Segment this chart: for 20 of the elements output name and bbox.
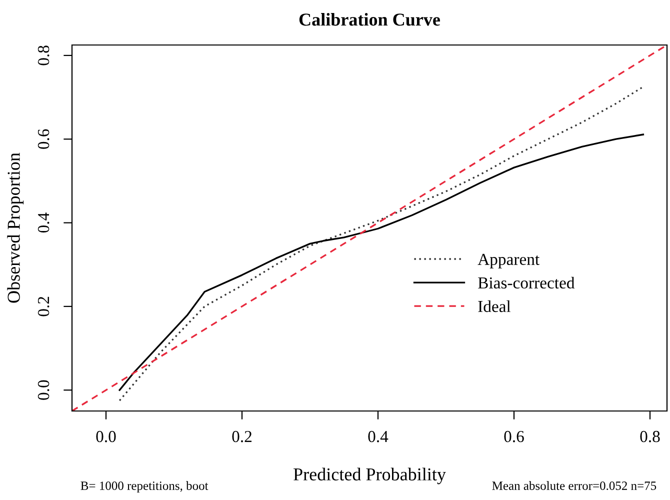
text: Mean absolute error=0.052 n=75 — [492, 481, 656, 490]
legend-label: Apparent — [478, 254, 540, 268]
y-axis-title: Observed Proportion — [7, 152, 24, 303]
y-tick-label: 0.8 — [38, 46, 50, 66]
y-tick-label: 0.6 — [38, 129, 50, 149]
line-series — [118, 86, 644, 402]
x-tick-label: 0.4 — [368, 430, 388, 442]
legend-label: Bias-corrected — [478, 276, 575, 289]
line-series — [118, 134, 644, 391]
x-tick-label: 0.8 — [640, 430, 660, 442]
x-tick-label: 0.0 — [96, 430, 116, 442]
y-tick-label: 0.0 — [38, 380, 50, 400]
chart-title: Calibration Curve — [299, 13, 440, 26]
x-tick-label: 0.2 — [232, 430, 252, 442]
legend-label: Ideal — [478, 300, 511, 312]
text: B= 1000 repetitions, boot — [80, 481, 208, 492]
x-tick-label: 0.6 — [504, 430, 524, 442]
y-tick-label: 0.2 — [38, 296, 50, 316]
x-axis-title: Predicted Probability — [294, 468, 446, 484]
y-tick-label: 0.4 — [38, 212, 50, 233]
